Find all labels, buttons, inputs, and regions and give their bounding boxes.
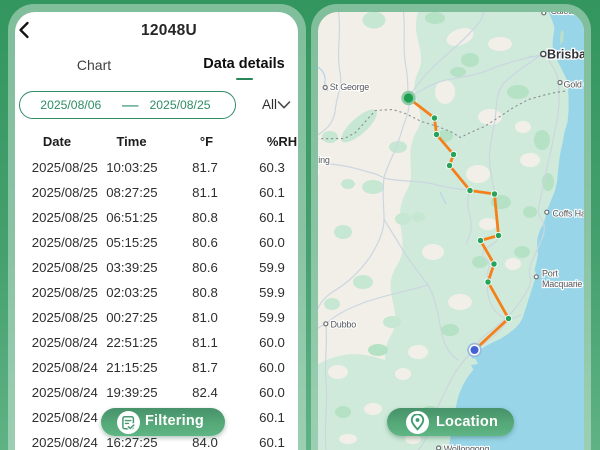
svg-text:Caloundra: Caloundra bbox=[550, 12, 584, 16]
svg-text:St George: St George bbox=[329, 82, 368, 92]
svg-text:Brisbane: Brisbane bbox=[547, 47, 584, 61]
svg-text:Gold C: Gold C bbox=[563, 79, 584, 89]
svg-text:Port: Port bbox=[542, 268, 558, 278]
svg-text:Wollongong: Wollongong bbox=[443, 444, 489, 450]
svg-text:Dubbo: Dubbo bbox=[330, 319, 356, 329]
svg-text:Macquarie: Macquarie bbox=[542, 279, 582, 289]
svg-text:ning: ning bbox=[318, 155, 330, 165]
svg-text:Coffs Har: Coffs Har bbox=[552, 208, 584, 218]
